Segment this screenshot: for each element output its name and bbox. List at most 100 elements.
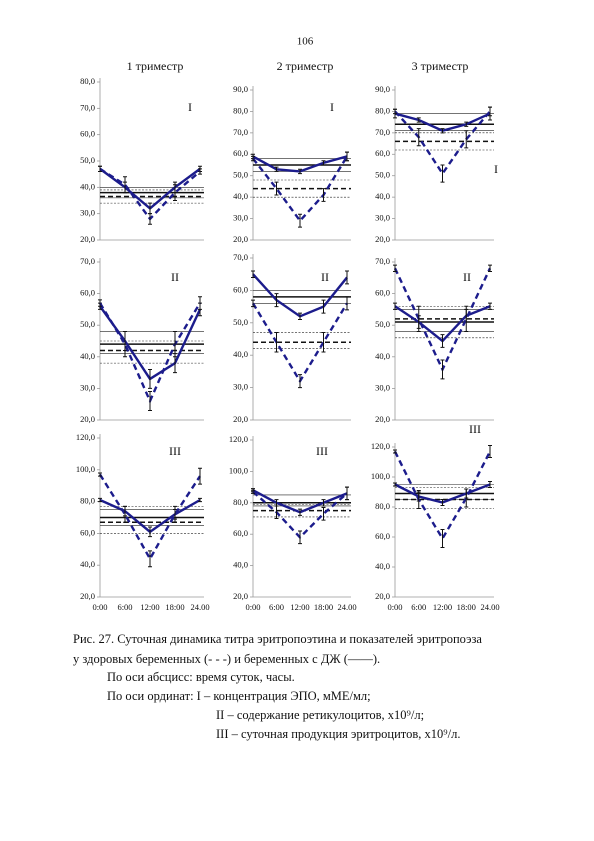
error-bar	[393, 482, 397, 487]
error-bar	[148, 213, 152, 225]
y-tick-label: 70,0	[80, 256, 95, 266]
column-header: 3 триместр	[412, 59, 469, 73]
y-tick-label: 50,0	[80, 319, 95, 329]
caption-line: II – содержание ретикулоцитов, х10⁹/л;	[216, 708, 424, 722]
y-tick-label: 70,0	[233, 252, 248, 262]
x-tick-label: 6:00	[411, 602, 426, 612]
y-tick-label: 30,0	[375, 213, 390, 223]
error-bar	[321, 499, 326, 507]
error-bar	[393, 302, 397, 310]
error-bar	[440, 128, 445, 134]
error-bar	[416, 490, 421, 509]
y-tick-label: 60,0	[233, 284, 248, 294]
y-tick-label: 60,0	[233, 148, 248, 158]
y-tick-label: 40,0	[233, 560, 248, 570]
error-bar	[440, 359, 445, 380]
panel-label: III	[316, 444, 328, 458]
error-bar	[173, 505, 177, 523]
error-bar	[464, 305, 469, 333]
error-bar	[148, 550, 152, 568]
error-bar	[251, 299, 255, 308]
column-header: 2 триместр	[277, 59, 334, 73]
error-bar	[345, 151, 349, 162]
y-tick-label: 50,0	[375, 319, 390, 329]
x-tick-label: 24.00	[190, 602, 209, 612]
error-bar	[345, 296, 349, 311]
y-tick-label: 40,0	[375, 351, 390, 361]
x-tick-label: 12:00	[290, 602, 309, 612]
error-bar	[274, 332, 279, 353]
y-tick-label: 20,0	[375, 591, 390, 601]
y-tick-label: 40,0	[233, 349, 248, 359]
series-line	[98, 473, 202, 562]
error-bar	[198, 497, 202, 503]
error-bar	[298, 213, 302, 228]
panel-label: III	[169, 444, 181, 458]
y-tick-label: 20,0	[80, 414, 95, 424]
y-tick-label: 60,0	[375, 288, 390, 298]
y-tick-label: 40,0	[80, 181, 95, 191]
series-line	[252, 155, 349, 223]
error-bar	[123, 176, 127, 194]
error-bar	[321, 507, 326, 521]
page-number: 106	[297, 36, 314, 48]
x-tick-label: 0:00	[92, 602, 107, 612]
panel-label: I	[330, 100, 334, 114]
error-bar	[321, 188, 326, 202]
y-tick-label: 70,0	[375, 127, 390, 137]
error-bar	[173, 331, 177, 358]
y-tick-label: 60,0	[80, 527, 95, 537]
error-bar	[345, 270, 349, 285]
y-tick-label: 50,0	[80, 155, 95, 165]
y-tick-label: 40,0	[80, 559, 95, 569]
error-bar	[416, 128, 421, 147]
y-tick-label: 40,0	[375, 191, 390, 201]
error-bar	[464, 488, 469, 508]
x-tick-label: 0:00	[245, 602, 260, 612]
error-bar	[123, 331, 127, 358]
y-tick-label: 50,0	[375, 170, 390, 180]
error-bar	[251, 489, 255, 494]
panel-label: III	[469, 422, 481, 436]
error-bar	[440, 164, 445, 183]
series-line	[393, 450, 492, 541]
error-bar	[298, 374, 302, 389]
error-bar	[98, 299, 102, 307]
caption-line: у здоровых беременных (- - -) и беременн…	[73, 652, 380, 666]
error-bar	[440, 499, 445, 506]
y-tick-label: 20,0	[233, 414, 248, 424]
y-tick-label: 30,0	[233, 213, 248, 223]
y-tick-label: 40,0	[233, 191, 248, 201]
y-tick-label: 80,0	[233, 497, 248, 507]
x-tick-label: 12:00	[140, 602, 159, 612]
panel-label: II	[171, 270, 179, 284]
error-bar	[488, 445, 492, 458]
y-tick-label: 120,0	[371, 441, 390, 451]
panel-label: II	[321, 270, 329, 284]
y-tick-label: 80,0	[375, 501, 390, 511]
panel-label: II	[463, 270, 471, 284]
y-tick-label: 100,0	[371, 471, 390, 481]
y-tick-label: 100,0	[229, 465, 248, 475]
error-bar	[416, 305, 421, 333]
y-tick-label: 80,0	[233, 105, 248, 115]
error-bar	[98, 165, 102, 173]
x-tick-label: 24.00	[480, 602, 499, 612]
column-header: 1 триместр	[127, 59, 184, 73]
error-bar	[298, 312, 302, 321]
error-bar	[148, 368, 152, 389]
error-bar	[173, 184, 177, 201]
error-bar	[198, 467, 202, 485]
y-tick-label: 60,0	[375, 148, 390, 158]
y-tick-label: 60,0	[80, 129, 95, 139]
error-bar	[274, 505, 279, 519]
y-tick-label: 20,0	[233, 591, 248, 601]
error-bar	[464, 121, 469, 127]
y-tick-label: 40,0	[80, 351, 95, 361]
error-bar	[440, 529, 445, 548]
y-tick-label: 70,0	[375, 256, 390, 266]
error-bar	[416, 117, 421, 123]
y-tick-label: 60,0	[375, 531, 390, 541]
error-bar	[98, 497, 102, 503]
